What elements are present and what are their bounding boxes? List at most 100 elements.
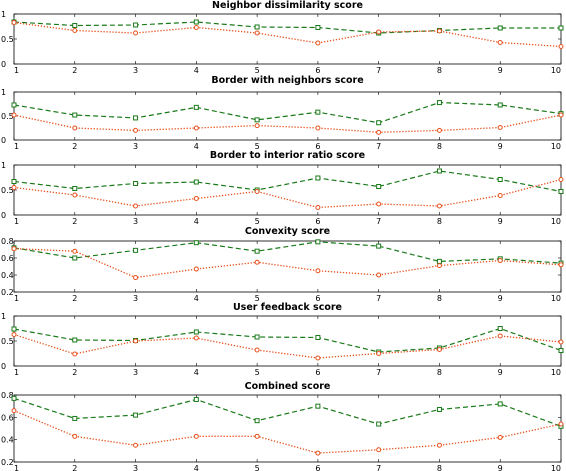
- x-tick-label: 7: [376, 66, 381, 75]
- data-point-square: [497, 177, 503, 182]
- series-1: [11, 395, 564, 429]
- data-point-circle: [315, 205, 321, 210]
- series-line: [13, 178, 562, 209]
- x-tick-label: 5: [255, 368, 260, 377]
- x-tick-label: 2: [72, 66, 77, 75]
- data-point-square: [436, 407, 442, 413]
- data-point-circle: [315, 450, 321, 456]
- x-tick-label: 1: [14, 464, 19, 471]
- x-tick-label: 2: [72, 142, 77, 151]
- data-point-square: [11, 179, 17, 184]
- x-tick-label: 8: [437, 464, 442, 471]
- x-tick-label: 9: [498, 368, 503, 377]
- data-point-circle: [376, 447, 382, 453]
- x-tick-label: 9: [498, 217, 503, 226]
- x-tick-label: 10: [551, 66, 561, 75]
- data-point-square: [72, 415, 78, 421]
- data-point-circle: [133, 30, 139, 36]
- data-point-circle: [497, 125, 503, 131]
- chart-panel-2: Border with neighbors score 1 2 3 4 5 6 7 8 9 10 0 0…: [1, 75, 564, 151]
- data-point-square: [193, 179, 199, 185]
- data-point-circle: [497, 434, 503, 440]
- y-tick-label: 0.5: [1, 35, 14, 44]
- x-tick-label: 5: [255, 142, 260, 151]
- x-tick-label: 7: [376, 142, 381, 151]
- data-point-circle: [133, 275, 139, 281]
- series-2: [11, 177, 564, 210]
- data-point-square: [133, 115, 139, 121]
- data-point-circle: [72, 433, 78, 439]
- y-tick-label: 0.6: [1, 413, 14, 422]
- chart-panel-4: Convexity score 1 2 3 4 5 6 7 8 9 10 0.2 0.4 0.6 0.8: [1, 226, 564, 303]
- y-tick-label: 1: [1, 312, 6, 321]
- y-tick-label: 0.6: [1, 254, 14, 263]
- series-line: [13, 333, 562, 359]
- data-point-circle: [497, 333, 503, 339]
- data-point-square: [376, 243, 382, 249]
- data-point-circle: [11, 246, 17, 252]
- x-tick-label: 9: [498, 66, 503, 75]
- chart-panel-5: User feedback score 1 2 3 4 5 6 7 8 9 10 0 0.5 1: [1, 302, 564, 377]
- x-tick-label: 8: [437, 217, 442, 226]
- y-tick-label: 0.5: [1, 337, 14, 346]
- series-line: [13, 410, 562, 454]
- data-point-circle: [436, 127, 442, 133]
- x-tick-label: 1: [14, 66, 19, 75]
- data-point-circle: [254, 189, 260, 194]
- chart-title: User feedback score: [233, 302, 342, 313]
- data-point-circle: [558, 421, 564, 427]
- x-tick-label: 9: [498, 294, 503, 303]
- x-tick-label: 4: [194, 66, 199, 75]
- data-point-circle: [72, 192, 78, 198]
- data-point-square: [436, 168, 442, 174]
- data-point-circle: [254, 433, 260, 439]
- series-line: [13, 21, 561, 34]
- data-point-square: [558, 348, 564, 353]
- data-point-square: [558, 25, 564, 31]
- data-point-square: [193, 329, 199, 335]
- data-point-square: [193, 19, 199, 25]
- x-tick-label: 3: [133, 217, 138, 226]
- x-tick-label: 6: [315, 464, 320, 471]
- data-point-square: [436, 258, 442, 264]
- x-tick-label: 6: [315, 142, 320, 151]
- series-line: [13, 241, 562, 264]
- data-point-square: [133, 412, 139, 418]
- series-2: [11, 112, 564, 135]
- data-point-circle: [133, 338, 139, 344]
- y-tick-label: 0.2: [1, 458, 14, 467]
- data-point-circle: [72, 28, 78, 33]
- x-tick-label: 5: [255, 66, 260, 75]
- series-line: [13, 21, 562, 48]
- x-tick-label: 4: [194, 142, 199, 151]
- data-point-square: [133, 181, 139, 186]
- data-point-circle: [193, 196, 199, 201]
- chart-panel-6: Combined score 1 2 3 4 5 6 7 8 9 10 0.2 0.4 0.6 0.8: [1, 381, 564, 471]
- x-tick-label: 5: [255, 294, 260, 303]
- data-point-square: [376, 120, 382, 126]
- data-point-circle: [315, 355, 321, 361]
- y-tick-label: 0.8: [1, 237, 14, 246]
- data-point-circle: [11, 408, 17, 414]
- x-tick-label: 9: [498, 464, 503, 471]
- x-tick-label: 6: [315, 294, 320, 303]
- x-tick-label: 1: [14, 294, 19, 303]
- data-point-square: [315, 239, 321, 245]
- series-line: [13, 101, 562, 124]
- data-point-square: [193, 104, 199, 110]
- series-2: [11, 408, 564, 456]
- data-point-square: [558, 189, 564, 194]
- y-tick-label: 1: [1, 161, 6, 170]
- series-1: [11, 239, 564, 266]
- data-point-square: [72, 186, 78, 191]
- data-point-circle: [558, 177, 564, 182]
- series-line: [13, 248, 562, 279]
- data-point-circle: [376, 29, 382, 35]
- y-tick-label: 1: [1, 88, 6, 97]
- data-point-circle: [254, 259, 260, 265]
- x-tick-label: 4: [194, 464, 199, 471]
- data-point-circle: [254, 123, 260, 129]
- x-tick-label: 1: [14, 217, 19, 226]
- data-point-circle: [315, 40, 321, 46]
